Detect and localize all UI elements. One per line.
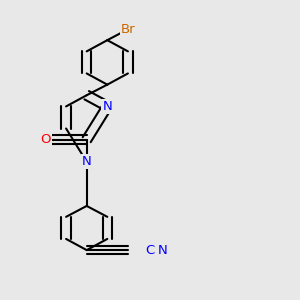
Text: Br: Br [121, 23, 135, 36]
Text: N: N [102, 100, 112, 113]
Text: N: N [158, 244, 167, 256]
Text: N: N [82, 155, 92, 168]
Text: O: O [40, 133, 51, 146]
Text: C: C [146, 244, 154, 256]
